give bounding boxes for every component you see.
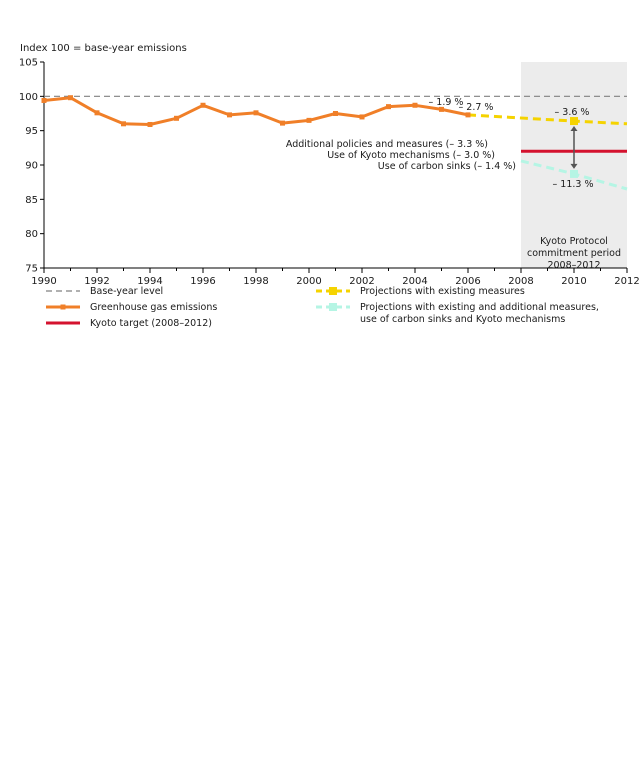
- y-tick-label: 105: [19, 58, 38, 69]
- ghg-data-point: [412, 102, 418, 108]
- ghg-data-point: [121, 121, 126, 127]
- legend-label: Greenhouse gas emissions: [90, 302, 217, 313]
- y-tick-label: 75: [25, 264, 38, 275]
- kyoto-period-label: 2008–2012: [547, 260, 600, 271]
- legend-swatch-ghg-marker: [60, 304, 66, 310]
- x-tick-label: 1998: [243, 276, 268, 287]
- annotation-a4: Additional policies and measures (– 3.3 …: [286, 139, 488, 150]
- ghg-data-point: [147, 121, 153, 127]
- annotation-a1: – 1.9 %: [429, 97, 464, 108]
- x-tick-label: 2010: [561, 276, 586, 287]
- projection-additional-marker: [570, 169, 578, 178]
- x-tick-label: 2008: [508, 276, 533, 287]
- x-tick-label: 1990: [31, 276, 56, 287]
- annotation-a2: – 2.7 %: [459, 102, 494, 113]
- legend-label: Projections with existing measures: [360, 286, 525, 297]
- y-tick-label: 100: [19, 92, 38, 103]
- x-tick-label: 2006: [455, 276, 480, 287]
- ghg-data-point: [386, 104, 391, 110]
- y-tick-label: 90: [25, 161, 38, 172]
- legend-label: Projections with existing and additional…: [360, 302, 599, 313]
- legend-swatch-projection-marker: [329, 287, 337, 295]
- annotation-a5: Use of Kyoto mechanisms (– 3.0 %): [327, 150, 495, 161]
- reduction-arrow-head-up: [570, 126, 578, 132]
- y-tick-label: 85: [25, 195, 38, 206]
- y-axis-label: Index 100 = base-year emissions: [20, 43, 187, 54]
- ghg-data-point: [68, 95, 73, 101]
- legend-label-line2: use of carbon sinks and Kyoto mechanisms: [360, 314, 565, 325]
- ghg-data-point: [439, 106, 444, 112]
- projection-existing-marker: [570, 117, 578, 126]
- x-tick-label: 2012: [614, 276, 639, 287]
- kyoto-period-label: commitment period: [527, 248, 621, 259]
- x-tick-label: 1996: [190, 276, 215, 287]
- y-tick-label: 80: [25, 229, 38, 240]
- kyoto-period-label: Kyoto Protocol: [540, 236, 608, 247]
- ghg-data-point: [306, 117, 312, 123]
- x-tick-label: 1992: [84, 276, 109, 287]
- ghg-data-point: [465, 112, 471, 118]
- ghg-data-point: [174, 115, 179, 121]
- ghg-data-point: [94, 110, 100, 116]
- legend-label: Kyoto target (2008–2012): [90, 318, 212, 329]
- annotation-a7: – 11.3 %: [553, 179, 594, 190]
- ghg-data-point: [253, 110, 259, 116]
- x-tick-label: 1994: [137, 276, 162, 287]
- legend-swatch-projection-marker: [329, 303, 337, 311]
- x-tick-label: 2000: [296, 276, 321, 287]
- x-tick-label: 2004: [402, 276, 427, 287]
- x-tick-label: 2002: [349, 276, 374, 287]
- annotation-a6: Use of carbon sinks (– 1.4 %): [378, 161, 516, 172]
- legend-label: Base-year level: [90, 286, 163, 297]
- ghg-data-point: [41, 97, 47, 103]
- reduction-arrow-head-down: [570, 163, 578, 169]
- y-tick-label: 95: [25, 126, 38, 137]
- ghg-data-point: [200, 102, 206, 108]
- ghg-data-point: [333, 111, 338, 116]
- ghg-data-point: [359, 114, 365, 120]
- annotation-a3: – 3.6 %: [555, 107, 590, 118]
- ghg-data-point: [280, 120, 285, 126]
- ghg-data-point: [227, 112, 232, 118]
